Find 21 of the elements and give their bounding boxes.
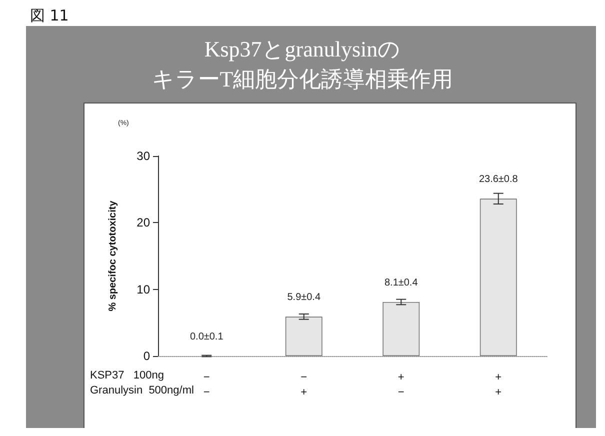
chart-title: Ksp37とgranulysinの [204, 36, 401, 62]
x-tick-label: − − [203, 372, 210, 398]
x-tick-label: + + [495, 372, 502, 398]
chart-subtitle: キラーT細胞分化誘導相乗作用 [152, 66, 454, 92]
bar [480, 198, 517, 356]
bar [382, 302, 420, 356]
y-tick-label: 30 [136, 149, 150, 163]
text: Granulysin 500ng/ml [90, 384, 194, 396]
bar [285, 316, 322, 356]
data-label: 5.9±0.4 [287, 292, 321, 304]
y-axis-title: % specifoc cytotoxicity [108, 200, 118, 312]
y-tick-label: 10 [136, 282, 150, 296]
x-tick-label: + − [398, 372, 404, 398]
text: KSP37 100ng [90, 370, 164, 382]
y-tick-label: 20 [136, 216, 150, 230]
caption: 図 11 [30, 6, 69, 24]
y-tick-label: 0 [143, 349, 150, 363]
x-tick-label: − + [300, 372, 308, 398]
data-label: 8.1±0.4 [384, 278, 418, 288]
data-label: 0.0±0.1 [190, 332, 224, 342]
data-label: 23.6±0.8 [478, 174, 518, 186]
